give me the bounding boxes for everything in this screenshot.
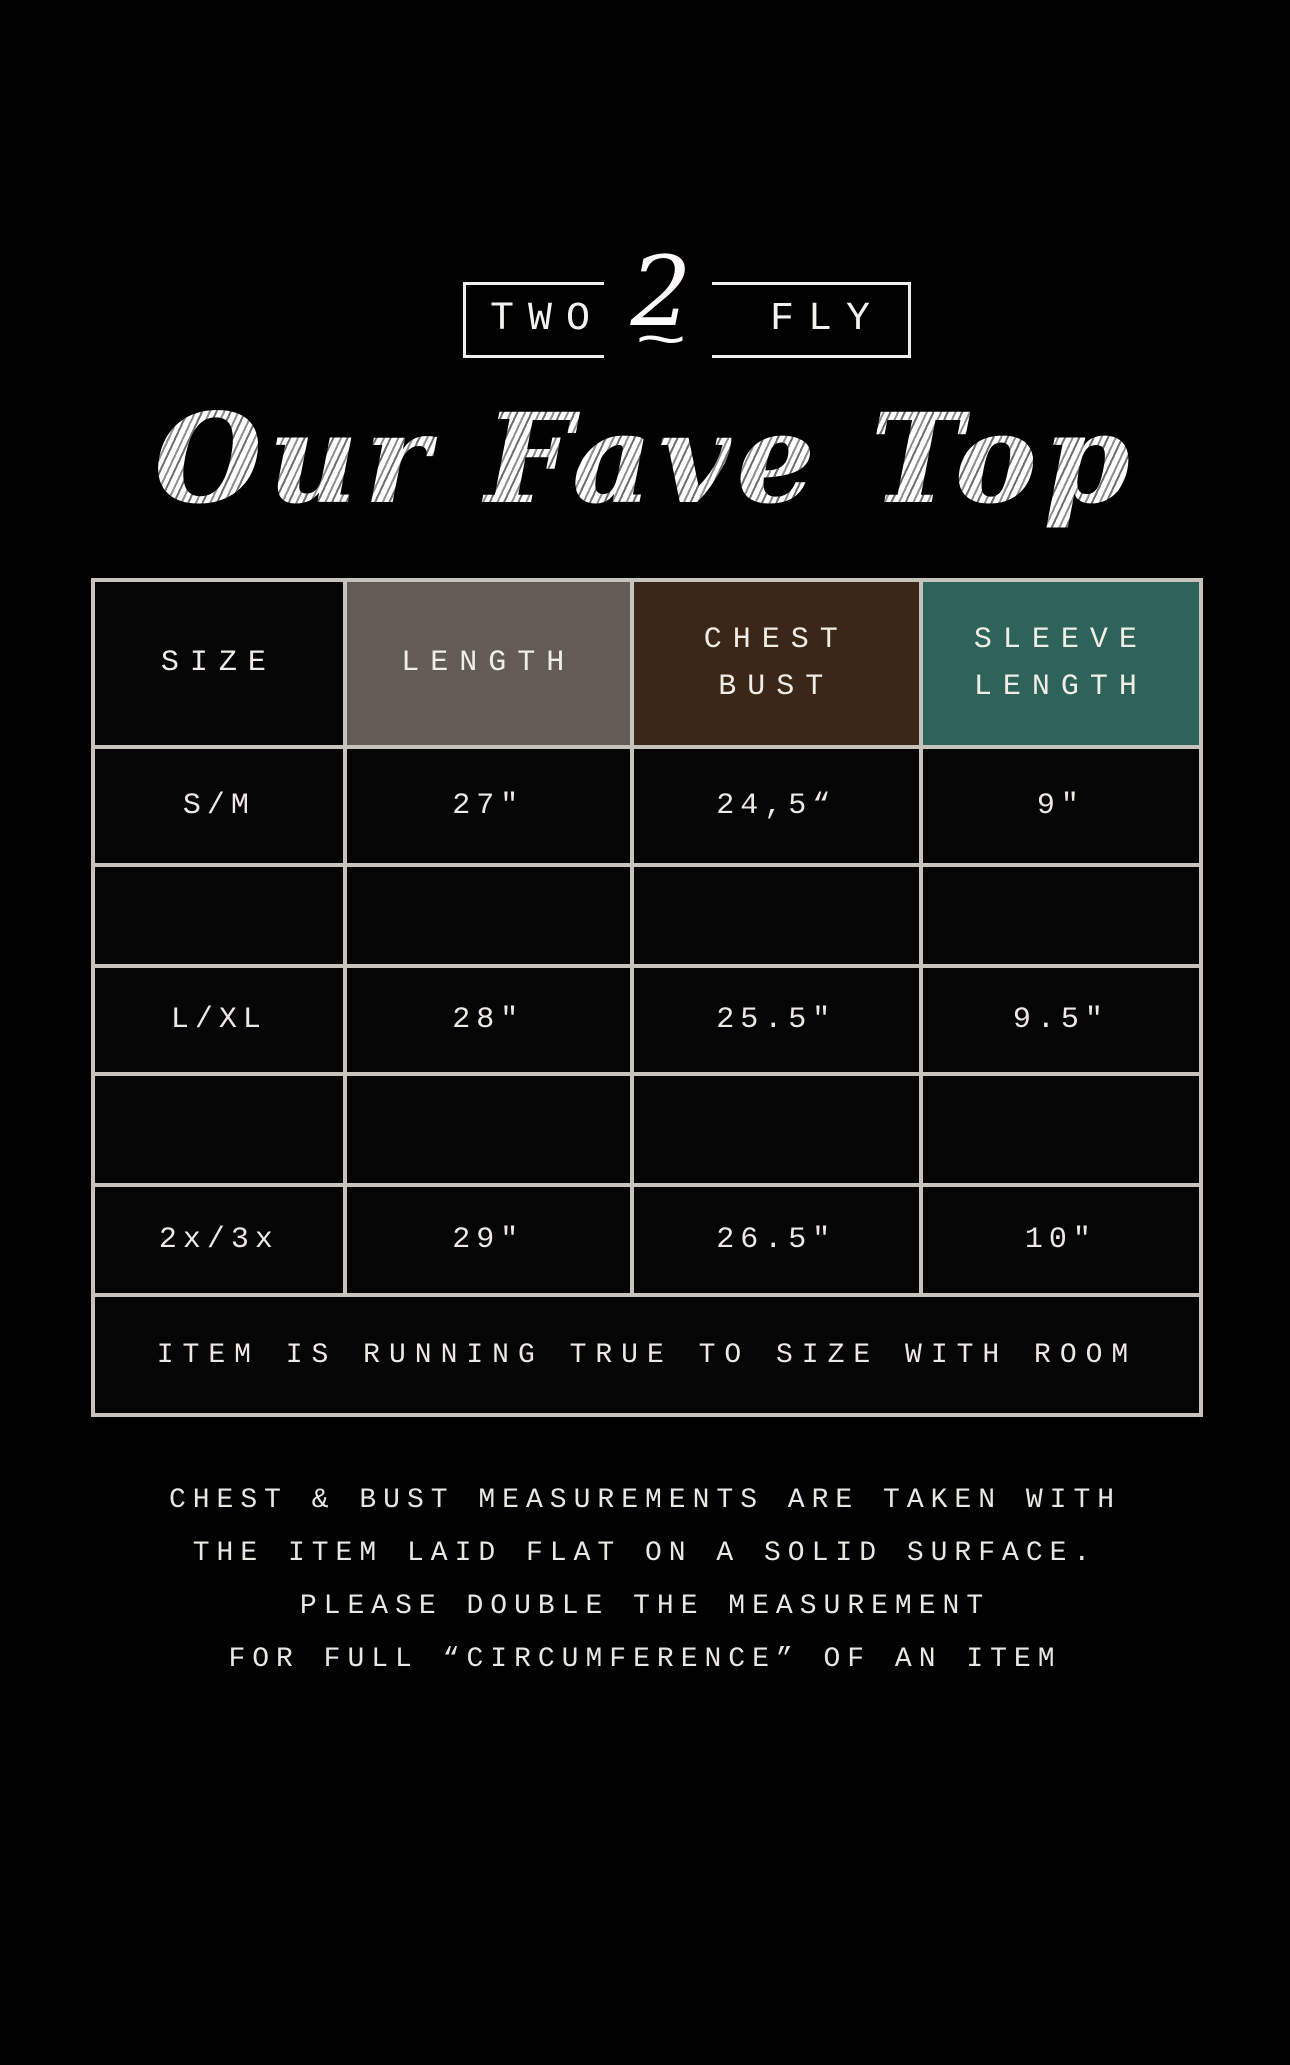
measurement-cell: 25.5": [633, 968, 919, 1072]
column-header-length-label: LENGTH: [401, 646, 576, 681]
column-header-sleeve-line2: LENGTH: [973, 669, 1148, 704]
empty-cell: [95, 867, 343, 964]
page-title: Our Fave Top: [0, 386, 1290, 535]
column-header-chest-line1: CHEST: [703, 623, 849, 657]
measurement-cell: 9": [922, 749, 1199, 863]
empty-cell: [346, 1076, 630, 1183]
empty-cell: [95, 1076, 343, 1183]
brand-word-two: TWO: [490, 297, 605, 342]
disclaimer-line-4: FOR FULL “CIRCUMFERENCE” OF AN ITEM: [228, 1644, 1062, 1675]
size-chart-table: SIZE LENGTH CHEST BUST SLEEVE LENGTH S/M…: [91, 578, 1203, 1417]
column-header-chest-bust: CHEST BUST: [633, 582, 919, 745]
measurement-cell: 9.5": [922, 968, 1199, 1072]
measurement-cell: 10": [922, 1187, 1199, 1293]
disclaimer-line-2: THE ITEM LAID FLAT ON A SOLID SURFACE.: [192, 1538, 1098, 1569]
empty-cell: [633, 867, 919, 964]
fit-note-banner: ITEM IS RUNNING TRUE TO SIZE WITH ROOM: [95, 1297, 1199, 1413]
empty-cell: [346, 867, 630, 964]
column-header-length: LENGTH: [346, 582, 630, 745]
empty-cell: [922, 867, 1199, 964]
empty-cell: [922, 1076, 1199, 1183]
column-header-chest-line2: BUST: [718, 669, 835, 704]
column-header-size: SIZE: [95, 582, 343, 745]
measurement-cell: 28": [346, 968, 630, 1072]
measurement-cell: 24,5“: [633, 749, 919, 863]
squiggle-icon: ~: [634, 312, 688, 377]
measurement-cell: 29": [346, 1187, 630, 1293]
row-label-cell: 2x/3x: [95, 1187, 343, 1293]
column-header-sleeve-line1: SLEEVE: [973, 623, 1148, 657]
measurement-disclaimer: CHEST & BUST MEASUREMENTS ARE TAKEN WITH…: [0, 1474, 1290, 1686]
measurement-cell: 27": [346, 749, 630, 863]
row-label-cell: L/XL: [95, 968, 343, 1072]
logo-border-gap: [604, 262, 712, 374]
brand-word-fly: FLY: [769, 297, 884, 342]
brand-numeral-2: 2: [630, 236, 692, 348]
row-label-cell: S/M: [95, 749, 343, 863]
empty-cell: [633, 1076, 919, 1183]
column-header-size-label: SIZE: [160, 646, 277, 681]
disclaimer-line-3: PLEASE DOUBLE THE MEASUREMENT: [299, 1591, 991, 1622]
column-header-sleeve-length: SLEEVE LENGTH: [922, 582, 1199, 745]
measurement-cell: 26.5": [633, 1187, 919, 1293]
disclaimer-line-1: CHEST & BUST MEASUREMENTS ARE TAKEN WITH: [168, 1485, 1122, 1516]
